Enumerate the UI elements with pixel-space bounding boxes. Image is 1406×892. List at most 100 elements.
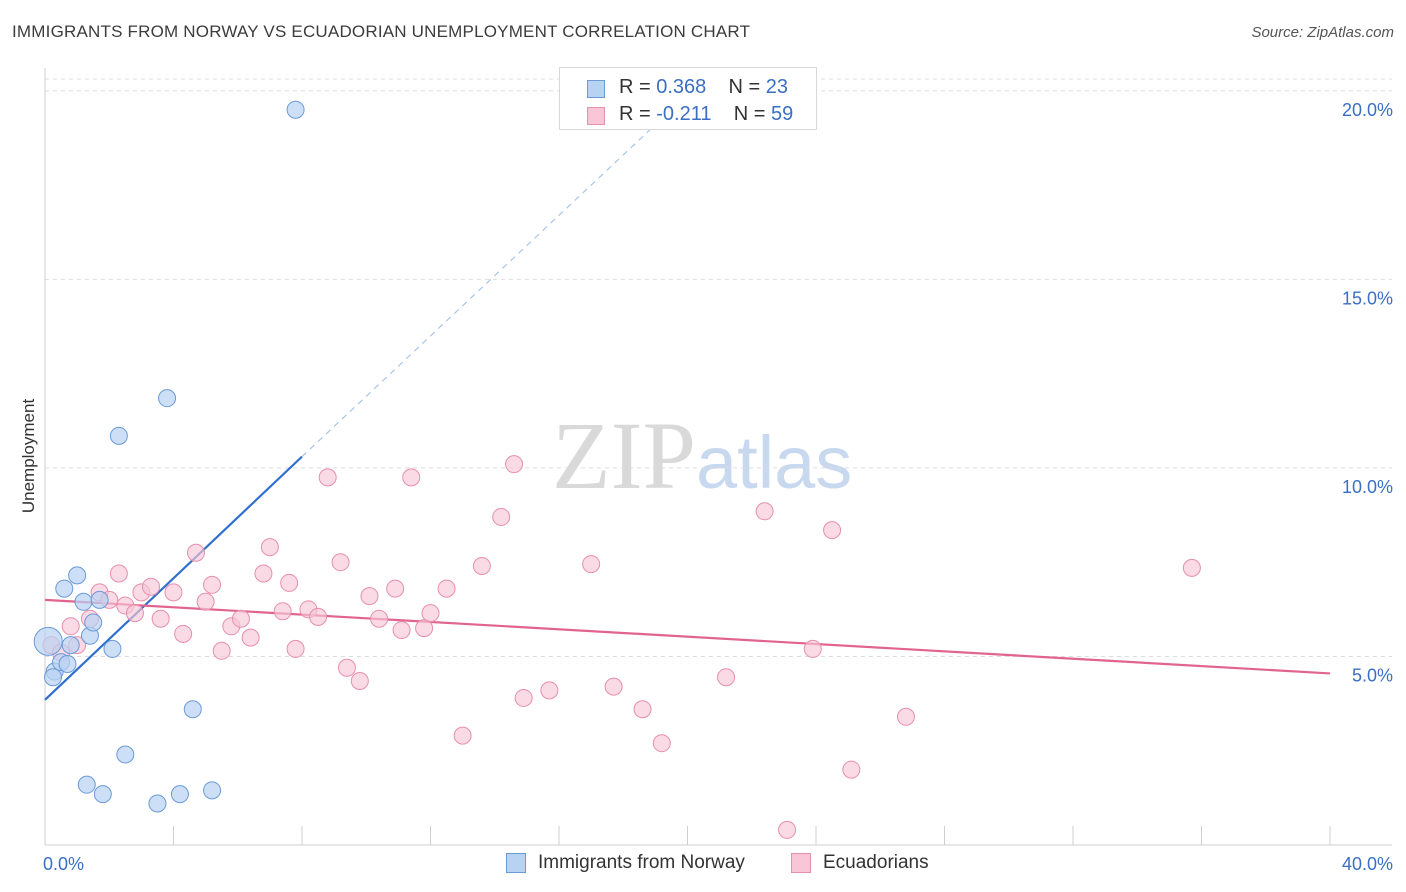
ecuadorians-point [514,688,533,707]
ecuadorians-point [174,624,193,643]
ecuadorians-point [540,681,559,700]
ecuadorians-point [652,734,671,753]
ecuadorians-point [260,538,279,557]
ecuadorians-point [492,507,511,526]
legend-swatch-blue [587,80,605,98]
ecuadorians-point [212,641,231,660]
ecuadorians-point [437,579,456,598]
ecuadorians-point [778,820,797,839]
norway-trend-extension [301,124,656,458]
norway-points [33,100,305,813]
ecuadorians-points [42,455,1201,839]
correlation-legend: R = 0.368 N = 23 R = -0.211 N = 59 [559,67,817,130]
ecuadorians-point [415,619,434,638]
norway-point [203,781,222,800]
ecuadorians-point [842,760,861,779]
ecuadorians-point [273,602,292,621]
norway-point [158,389,177,408]
tick-labels: 5.0% 10.0% 15.0% 20.0% 0.0% 40.0% [43,100,1393,874]
norway-point [148,794,167,813]
legend-swatch-pink [587,107,605,125]
ecuadorians-point [331,553,350,572]
ecuadorians-point [254,564,273,583]
norway-point [170,785,189,804]
legend-swatch-pink [791,853,811,873]
y-tick-label: 10.0% [1342,477,1393,497]
x-tick-label: 0.0% [43,854,84,874]
ecuadorians-point [280,573,299,592]
y-tick-label: 15.0% [1342,288,1393,308]
ecuadorians-point [505,455,524,474]
ecuadorians-point [453,726,472,745]
norway-point [286,100,305,119]
norway-point [77,775,96,794]
norway-point [183,700,202,719]
ecuadorians-point [318,468,337,487]
norway-point [68,566,87,585]
norway-point [33,626,63,656]
norway-point [93,785,112,804]
watermark-zip: ZIP [552,402,696,509]
norway-point [55,579,74,598]
norway-point [58,655,77,674]
ecuadorians-point [472,556,491,575]
norway-point [61,636,80,655]
watermark: ZIPatlas [552,400,852,511]
ecuadorians-point [604,677,623,696]
legend-n-label: N = [728,76,761,98]
chart-title: IMMIGRANTS FROM NORWAY VS ECUADORIAN UNE… [12,22,751,41]
norway-point [103,639,122,658]
norway-point [90,590,109,609]
ecuadorians-point [231,609,250,628]
ecuadorians-point [142,577,161,596]
ecuadorians-point [196,592,215,611]
ecuadorians-point [370,609,389,628]
ecuadorians-point [203,575,222,594]
axes [44,68,1392,846]
trend-lines [44,124,1331,701]
ecuadorians-point [241,628,260,647]
ecuadorians-point [717,668,736,687]
legend-r-label: R = [619,76,651,98]
ecuadorians-point [61,617,80,636]
legend-r-value: -0.211 [656,103,712,125]
legend-r-label: R = [619,103,651,125]
ecuadorians-point [186,543,205,562]
legend-r-value: 0.368 [656,76,707,98]
ecuadorians-point [386,579,405,598]
norway-trend-line [44,455,303,701]
ecuadorians-point [309,607,328,626]
ecuadorians-point [286,639,305,658]
ecuadorians-point [392,621,411,640]
ecuadorians-point [402,468,421,487]
norway-point [109,426,128,445]
legend-swatch-blue [506,853,526,873]
ecuadorians-trend-line [44,598,1331,675]
ecuadorians-point [823,521,842,540]
legend-label-ecuadorians: Ecuadorians [823,852,929,873]
ecuadorians-point [755,502,774,521]
ecuadorians-point [350,671,369,690]
ecuadorians-point [1182,558,1201,577]
ecuadorians-point [421,604,440,623]
ecuadorians-point [582,555,601,574]
x-tick-label: 40.0% [1342,854,1393,874]
y-tick-label: 20.0% [1342,100,1393,120]
ecuadorians-point [803,639,822,658]
norway-point [84,613,103,632]
ecuadorians-point [164,583,183,602]
legend-n-label: N = [733,103,766,125]
source-label: Source: ZipAtlas.com [1251,24,1394,41]
ecuadorians-point [896,707,915,726]
ecuadorians-point [151,609,170,628]
watermark-atlas: atlas [696,421,853,504]
ecuadorians-point [337,658,356,677]
legend-n-value: 23 [765,76,789,98]
y-tick-label: 5.0% [1352,665,1393,685]
norway-point [116,745,135,764]
norway-point [74,592,93,611]
ecuadorians-point [109,564,128,583]
legend-n-value: 59 [770,103,794,125]
ecuadorians-point [633,700,652,719]
